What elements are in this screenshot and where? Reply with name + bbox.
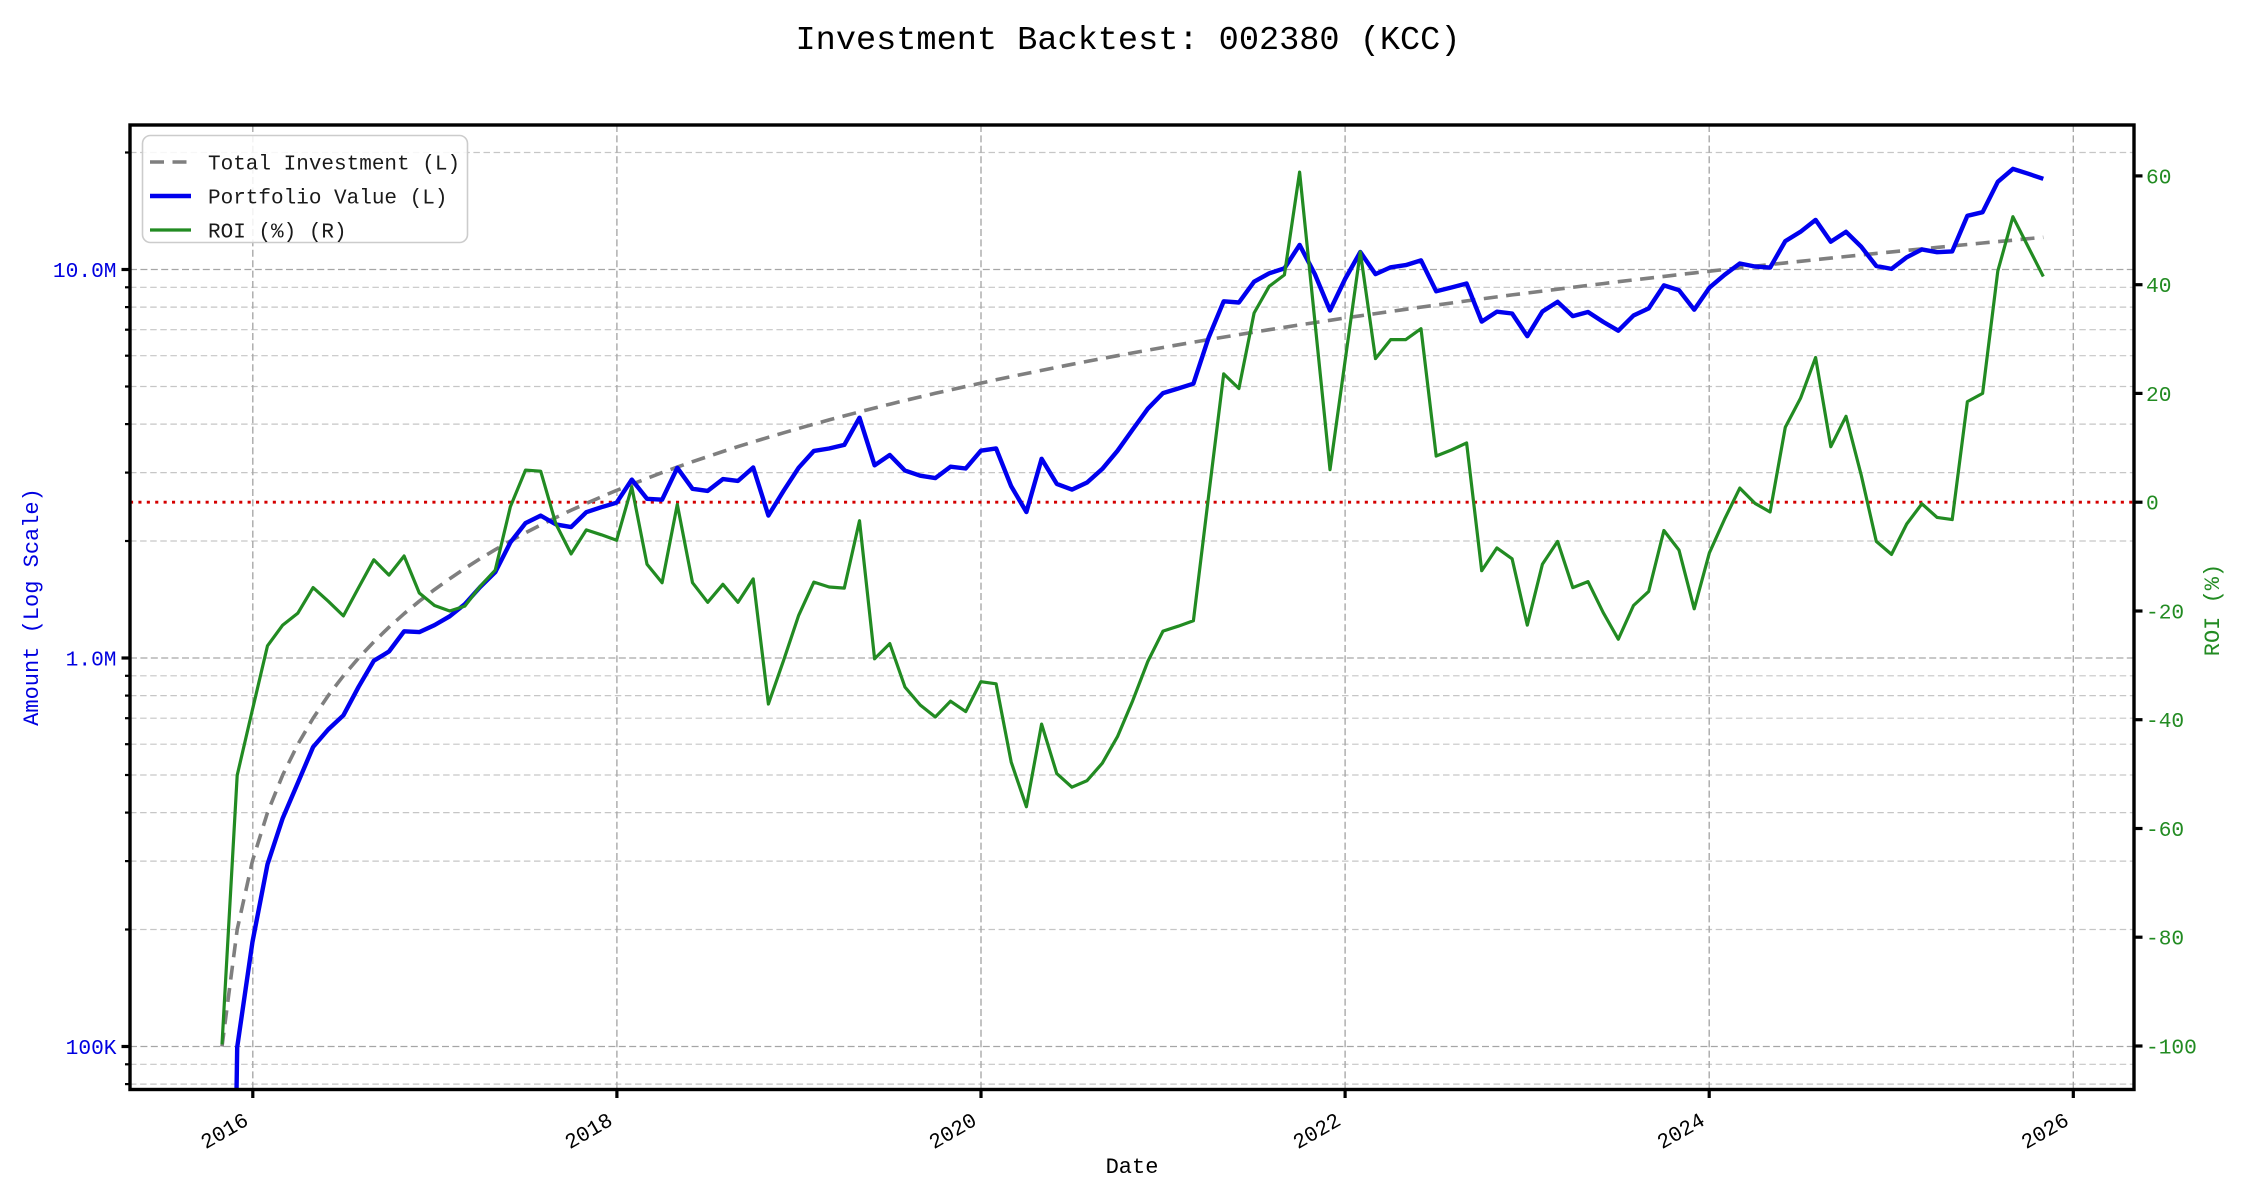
svg-text:40: 40 bbox=[2146, 275, 2171, 299]
svg-text:Date: Date bbox=[1106, 1155, 1159, 1180]
svg-text:-100: -100 bbox=[2146, 1037, 2197, 1061]
svg-text:1.0M: 1.0M bbox=[66, 649, 117, 673]
svg-text:Total Investment (L): Total Investment (L) bbox=[208, 154, 460, 177]
svg-text:-80: -80 bbox=[2146, 928, 2184, 952]
svg-text:Investment Backtest: 002380 (K: Investment Backtest: 002380 (KCC) bbox=[796, 22, 1461, 60]
svg-text:60: 60 bbox=[2146, 166, 2171, 190]
svg-text:Amount (Log Scale): Amount (Log Scale) bbox=[20, 488, 45, 726]
svg-text:-60: -60 bbox=[2146, 819, 2184, 843]
svg-text:ROI (%): ROI (%) bbox=[2201, 564, 2226, 656]
svg-text:ROI (%) (R): ROI (%) (R) bbox=[208, 222, 347, 245]
svg-text:-40: -40 bbox=[2146, 710, 2184, 734]
svg-text:Portfolio Value (L): Portfolio Value (L) bbox=[208, 188, 447, 211]
svg-text:100K: 100K bbox=[66, 1037, 117, 1061]
svg-text:0: 0 bbox=[2146, 493, 2159, 517]
svg-text:10.0M: 10.0M bbox=[53, 260, 117, 284]
svg-text:20: 20 bbox=[2146, 384, 2171, 408]
svg-text:-20: -20 bbox=[2146, 602, 2184, 626]
